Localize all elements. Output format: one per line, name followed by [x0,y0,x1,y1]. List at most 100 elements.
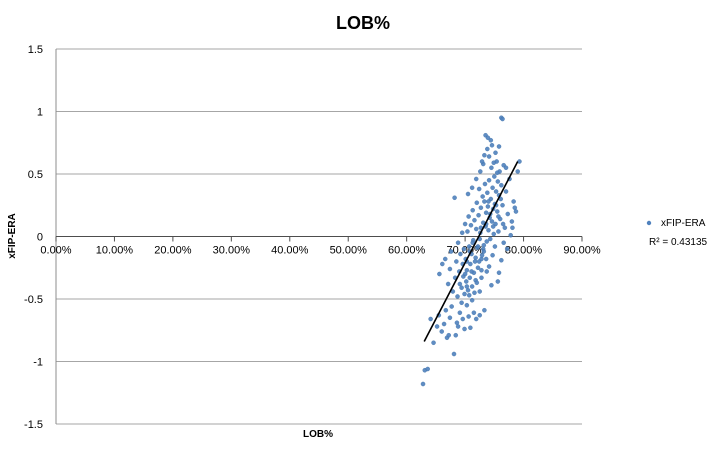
scatter-point [504,246,510,252]
scatter-point [464,267,470,273]
scatter-point [473,316,479,322]
y-tick-label: -1 [33,357,43,369]
y-tick-label: 0 [37,232,43,244]
scatter-point [479,267,484,273]
scatter-point [480,194,485,199]
scatter-point [486,227,491,233]
scatter-point [495,209,500,214]
scatter-point [420,381,426,387]
scatter-point [449,304,454,309]
scatter-point [459,230,465,235]
scatter-point [462,271,468,277]
scatter-point [517,159,522,164]
scatter-point [462,221,468,227]
scatter-point [466,214,471,219]
scatter-point [459,300,464,305]
scatter-point [428,316,433,322]
scatter-point [464,279,469,284]
legend-label: xFIP-ERA [661,218,706,229]
x-tick-label: 30.00% [213,245,251,257]
scatter-point [496,144,502,149]
scatter-point [478,169,483,174]
scatter-point [479,252,485,258]
scatter-point [471,310,477,315]
scatter-point [485,146,490,152]
scatter-point [501,240,506,245]
scatter-point [454,320,460,325]
scatter-point [487,236,493,242]
scatter-point [499,257,504,263]
scatter-point [473,226,479,232]
scatter-point [492,174,497,179]
scatter-point [502,225,508,230]
y-tick-label: 1.5 [28,44,43,56]
scatter-point [437,271,442,277]
scatter-point [465,287,471,293]
scatter-point [495,170,500,175]
scatter-point [464,302,470,308]
scatter-point [510,225,515,230]
scatter-point [496,214,501,219]
scatter-point [458,251,463,257]
scatter-point [466,244,472,249]
x-axis-label: LOB% [303,429,333,440]
scatter-point [490,224,496,229]
scatter-point [462,326,467,332]
scatter-point [447,315,453,320]
scatter-point [469,284,475,289]
x-axis: 0.00% 10.00% 20.00% 30.00% 40.00% 50.00% 60.00… [40,236,601,257]
trendline [423,161,519,342]
scatter-point [473,176,479,182]
scatter-point [496,270,502,275]
scatter-point [440,261,445,267]
y-axis-label: xFIP-ERA [7,213,18,259]
scatter-point [452,195,457,200]
scatter-point [455,324,461,329]
scatter-point [485,135,491,140]
scatter-point [491,231,496,237]
scatter-point [481,249,487,254]
scatter-point [468,222,474,228]
scatter-point [503,165,509,170]
x-tick-label: 80.00% [505,245,543,257]
scatter-point [434,324,440,329]
scatter-point [492,244,498,249]
scatter-point [486,199,491,204]
y-tick-label: 1 [37,107,43,119]
scatter-point [460,316,466,322]
y-axis-ticks: 1.5 1 0.5 0 -0.5 -1 -1.5 [24,44,43,431]
scatter-point [483,210,489,215]
scatter-point [445,281,451,287]
scatter-point [476,212,481,218]
scatter-point [485,204,491,209]
scatter-point [465,229,470,234]
scatter-point [496,229,501,234]
y-tick-label: -0.5 [24,294,43,306]
y-tick-label: -1.5 [24,419,43,431]
scatter-point [479,275,484,280]
scatter-point [482,152,487,158]
scatter-point [472,217,477,223]
scatter-point [476,259,482,264]
scatter-point [457,281,463,287]
y-tick-label: 0.5 [28,169,43,181]
scatter-point [442,256,448,262]
scatter-point [490,252,495,258]
scatter-point [509,219,515,224]
scatter-point [486,177,492,183]
data-points [420,115,522,387]
scatter-point [513,209,519,214]
scatter-point [484,239,489,244]
scatter-point [472,259,478,264]
scatter-point [491,160,496,165]
scatter-point [473,255,478,260]
scatter-point [489,282,494,288]
scatter-point [441,321,447,327]
scatter-point [512,205,518,210]
scatter-point [489,165,494,170]
scatter-point [486,154,492,159]
scatter-point [431,340,436,345]
scatter-point [485,190,490,195]
scatter-point [475,244,481,249]
